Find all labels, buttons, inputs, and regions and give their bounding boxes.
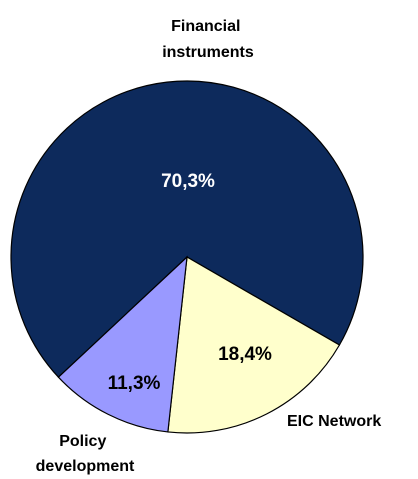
- category-label-policy-development: Policy development: [36, 433, 135, 475]
- value-label-policy-development: 11,3%: [108, 373, 161, 394]
- pie-slice-financial-instruments: [10, 80, 364, 379]
- pie-slice-policy-development: [57, 255, 188, 433]
- pie-slices: [10, 80, 364, 434]
- category-label-financial-instruments: Financial instruments: [162, 18, 254, 61]
- pie-slice-eic-network: [167, 256, 341, 434]
- value-label-financial-instruments: 70,3%: [161, 171, 215, 192]
- category-label-eic-network: EIC Network: [287, 413, 381, 430]
- value-label-eic-network: 18,4%: [218, 344, 272, 365]
